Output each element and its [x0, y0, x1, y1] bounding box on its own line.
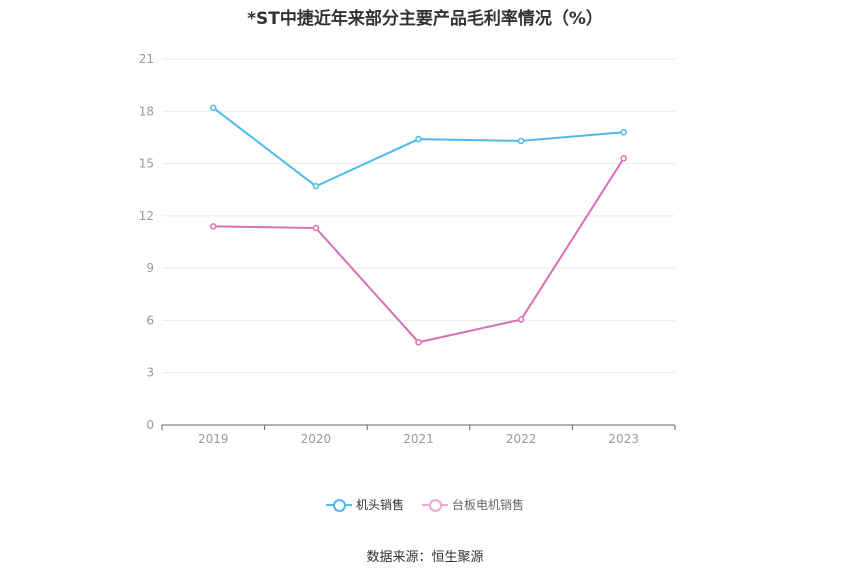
y-tick-label-4: 12: [139, 209, 154, 223]
legend-item-series-2[interactable]: 台板电机销售: [422, 496, 524, 513]
x-tick-label-4: 2023: [608, 432, 639, 446]
y-tick-label-1: 3: [146, 366, 154, 380]
series-1-point-1: [312, 182, 320, 190]
legend-label-series-2: 台板电机销售: [452, 498, 525, 512]
y-tick-label-2: 6: [146, 313, 154, 327]
legend-item-series-1[interactable]: 机头销售: [325, 496, 404, 513]
series-1-point-3: [517, 137, 525, 145]
x-tick-label-1: 2020: [301, 432, 332, 446]
y-tick-label-3: 9: [146, 261, 154, 275]
series-2-point-1: [312, 224, 320, 232]
y-tick-label-0: 0: [146, 418, 154, 432]
series-2-point-3: [517, 316, 525, 323]
y-tick-label-5: 15: [139, 157, 154, 171]
y-tick-label-7: 21: [139, 52, 154, 66]
legend: 机头销售 台板电机销售: [0, 496, 850, 513]
series-2-point-2: [415, 338, 422, 346]
x-tick-label-0: 2019: [198, 432, 229, 446]
y-tick-label-6: 18: [139, 104, 154, 118]
series-2-point-4: [620, 155, 627, 162]
legend-label-series-1: 机头销售: [355, 498, 404, 512]
legend-marker-series-1-icon: [325, 498, 352, 512]
series-2-point-0: [210, 223, 217, 230]
data-source: 数据来源：恒生聚源: [366, 550, 484, 565]
series-1-point-0: [210, 104, 217, 112]
legend-marker-series-2-icon: [422, 498, 448, 512]
series-1-point-4: [620, 128, 627, 136]
chart-title: *ST中捷近年来部分主要产品毛利率情况（%）: [247, 9, 603, 29]
series-line-2: [213, 157, 625, 344]
series-1-point-2: [415, 135, 422, 143]
x-tick-label-2: 2021: [403, 432, 434, 446]
series-line-1: [212, 107, 624, 188]
x-tick-label-3: 2022: [506, 432, 537, 446]
